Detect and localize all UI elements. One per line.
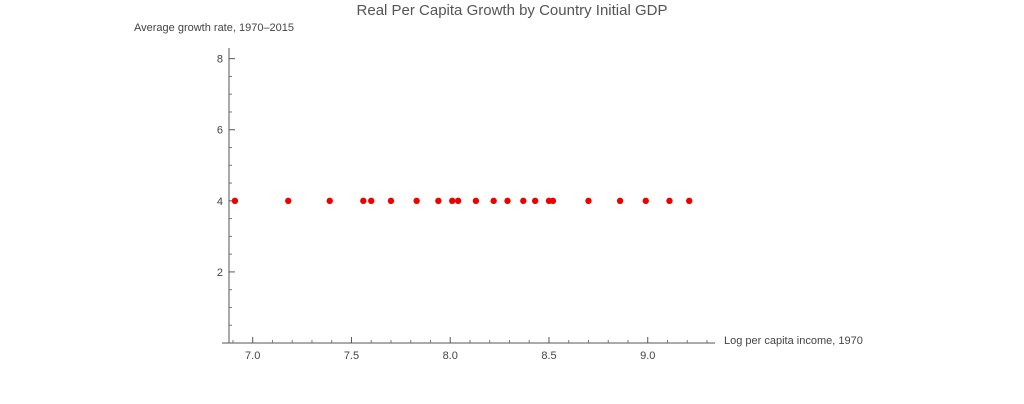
data-point bbox=[549, 197, 557, 205]
data-point bbox=[585, 197, 592, 205]
data-point bbox=[326, 197, 333, 205]
data-point bbox=[285, 197, 292, 205]
x-tick-label: 9.0 bbox=[640, 350, 655, 362]
chart-title: Real Per Capita Growth by Country Initia… bbox=[356, 2, 668, 19]
data-point bbox=[413, 197, 420, 205]
x-tick-label: 8.5 bbox=[541, 350, 556, 362]
data-point bbox=[387, 197, 395, 205]
x-tick-label: 7.0 bbox=[245, 350, 260, 362]
y-tick-label: 2 bbox=[217, 267, 223, 279]
data-point bbox=[686, 197, 693, 205]
data-point bbox=[642, 197, 649, 205]
data-point bbox=[360, 197, 367, 205]
y-axis-label: Average growth rate, 1970–2015 bbox=[134, 22, 295, 34]
data-point bbox=[504, 197, 511, 205]
data-point bbox=[666, 197, 673, 205]
data-point bbox=[472, 197, 480, 205]
x-tick-label: 7.5 bbox=[344, 350, 359, 362]
data-point bbox=[368, 197, 375, 205]
data-point bbox=[616, 197, 624, 205]
data-point bbox=[531, 197, 539, 205]
y-tick-label: 8 bbox=[217, 54, 223, 66]
data-point bbox=[435, 197, 442, 205]
data-point bbox=[231, 197, 239, 205]
y-tick-label: 4 bbox=[217, 196, 223, 208]
data-point bbox=[520, 197, 527, 205]
data-point bbox=[448, 197, 456, 205]
x-axis-label: Log per capita income, 1970 bbox=[724, 335, 863, 347]
data-point bbox=[454, 197, 462, 205]
y-tick-label: 6 bbox=[217, 125, 223, 137]
data-point bbox=[490, 197, 497, 205]
x-tick-label: 8.0 bbox=[443, 350, 458, 362]
